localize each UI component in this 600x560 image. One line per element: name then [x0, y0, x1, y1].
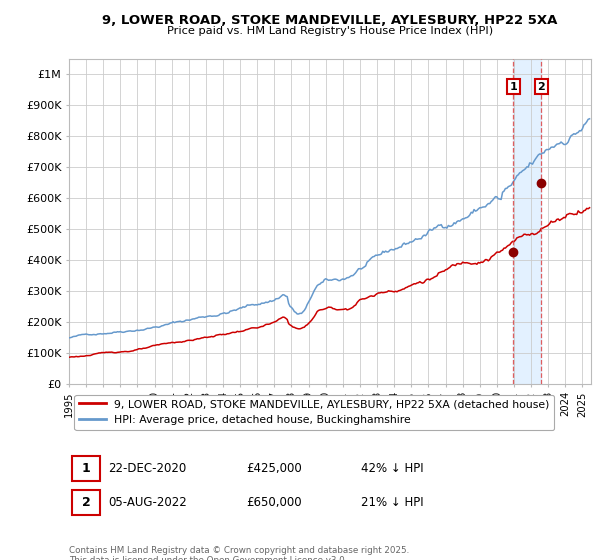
Legend: 9, LOWER ROAD, STOKE MANDEVILLE, AYLESBURY, HP22 5XA (detached house), HPI: Aver: 9, LOWER ROAD, STOKE MANDEVILLE, AYLESBU… [74, 395, 554, 430]
Text: 1: 1 [509, 82, 517, 92]
FancyBboxPatch shape [71, 489, 100, 515]
Text: 1: 1 [82, 462, 91, 475]
Text: 42% ↓ HPI: 42% ↓ HPI [361, 462, 424, 475]
Bar [514, 59, 541, 384]
Text: 22-DEC-2020: 22-DEC-2020 [108, 462, 187, 475]
Text: Price paid vs. HM Land Registry's House Price Index (HPI): Price paid vs. HM Land Registry's House … [167, 26, 493, 36]
Text: 9, LOWER ROAD, STOKE MANDEVILLE, AYLESBURY, HP22 5XA: 9, LOWER ROAD, STOKE MANDEVILLE, AYLESBU… [103, 14, 557, 27]
Text: 05-AUG-2022: 05-AUG-2022 [108, 496, 187, 509]
Text: £650,000: £650,000 [247, 496, 302, 509]
FancyBboxPatch shape [71, 456, 100, 482]
Text: 2: 2 [538, 82, 545, 92]
Text: Contains HM Land Registry data © Crown copyright and database right 2025.
This d: Contains HM Land Registry data © Crown c… [69, 546, 409, 560]
Text: 21% ↓ HPI: 21% ↓ HPI [361, 496, 424, 509]
Text: £425,000: £425,000 [247, 462, 302, 475]
Text: 2: 2 [82, 496, 91, 509]
